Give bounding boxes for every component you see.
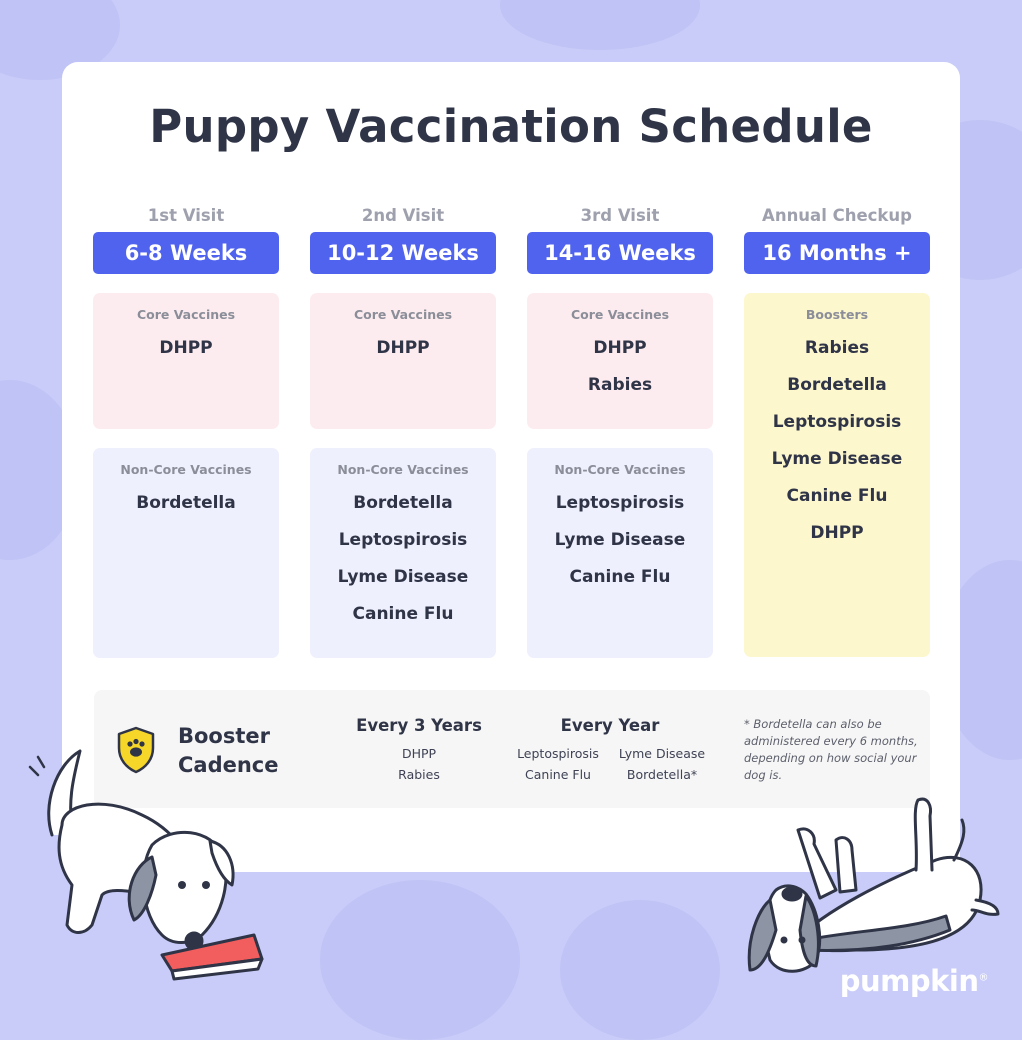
vaccine-item: Bordetella (787, 375, 887, 395)
vaccine-item: Leptospirosis (338, 530, 468, 550)
pumpkin-logo: pumpkin® (839, 964, 989, 998)
core-vaccines-label: Core Vaccines (570, 307, 670, 322)
vaccine-item: Leptospirosis (772, 412, 902, 432)
booster-cadence-panel: Booster Cadence Every 3 Years DHPP Rabie… (94, 690, 930, 808)
vaccine-item: Rabies (587, 375, 653, 395)
noncore-vaccines-box: Non-Core Vaccines Bordetella Leptospiros… (310, 448, 496, 658)
bordetella-footnote: * Bordetella can also be administered ev… (744, 717, 918, 782)
column-1st-visit: 1st Visit 6-8 Weeks Core Vaccines DHPP N… (93, 204, 279, 658)
every-3-years-item: DHPP (401, 746, 437, 761)
vaccine-item: Canine Flu (352, 604, 454, 624)
vaccine-item: DHPP (159, 338, 213, 358)
noncore-vaccines-box: Non-Core Vaccines Bordetella (93, 448, 279, 658)
visit-label: Annual Checkup (762, 206, 912, 225)
age-pill: 6-8 Weeks (93, 232, 279, 274)
core-vaccines-box: Core Vaccines DHPP (93, 293, 279, 429)
every-year-item: Bordetella* (626, 767, 698, 782)
vaccine-item: Lyme Disease (771, 449, 903, 469)
vaccine-item: Leptospirosis (555, 493, 685, 513)
core-vaccines-box: Core Vaccines DHPP (310, 293, 496, 429)
core-vaccines-box: Core Vaccines DHPP Rabies (527, 293, 713, 429)
puppy-chewing-shoe-illustration (28, 749, 264, 981)
column-2nd-visit: 2nd Visit 10-12 Weeks Core Vaccines DHPP… (310, 204, 496, 658)
vaccine-item: DHPP (376, 338, 430, 358)
vaccine-item: Bordetella (136, 493, 236, 513)
age-pill: 14-16 Weeks (527, 232, 713, 274)
every-year-item: Leptospirosis (517, 746, 599, 761)
column-annual-checkup: Annual Checkup 16 Months + Boosters Rabi… (744, 204, 930, 657)
age-pill: 10-12 Weeks (310, 232, 496, 274)
every-year-heading: Every Year (560, 716, 660, 735)
visit-label: 3rd Visit (580, 206, 660, 225)
page-title: Puppy Vaccination Schedule (149, 100, 873, 153)
visit-label: 2nd Visit (361, 206, 445, 225)
every-3-years-heading: Every 3 Years (356, 716, 482, 735)
noncore-vaccines-box: Non-Core Vaccines Leptospirosis Lyme Dis… (527, 448, 713, 658)
every-3-years-item: Rabies (398, 767, 440, 782)
every-year-item: Lyme Disease (618, 746, 706, 761)
boosters-box: Boosters Rabies Bordetella Leptospirosis… (744, 293, 930, 657)
visit-label: 1st Visit (147, 206, 225, 225)
boosters-label: Boosters (805, 307, 869, 322)
puppy-rolling-illustration (747, 797, 1000, 973)
vaccine-item: Lyme Disease (554, 530, 686, 550)
registered-mark: ® (978, 972, 989, 984)
cadence-title: Booster Cadence (178, 722, 279, 780)
cadence-title-line1: Booster (178, 724, 270, 748)
shield-paw-icon (117, 726, 155, 774)
vaccine-item: Lyme Disease (337, 567, 469, 587)
brand-name: pumpkin (839, 964, 979, 998)
core-vaccines-label: Core Vaccines (136, 307, 236, 322)
column-3rd-visit: 3rd Visit 14-16 Weeks Core Vaccines DHPP… (527, 204, 713, 658)
vaccine-item: Canine Flu (569, 567, 671, 587)
noncore-vaccines-label: Non-Core Vaccines (337, 462, 469, 477)
noncore-vaccines-label: Non-Core Vaccines (554, 462, 686, 477)
noncore-vaccines-label: Non-Core Vaccines (120, 462, 252, 477)
vaccine-item: Bordetella (353, 493, 453, 513)
age-pill: 16 Months + (744, 232, 930, 274)
every-year-item: Canine Flu (525, 767, 591, 782)
vaccine-item: Canine Flu (786, 486, 888, 506)
vaccine-item: DHPP (593, 338, 647, 358)
vaccine-item: Rabies (804, 338, 870, 358)
core-vaccines-label: Core Vaccines (353, 307, 453, 322)
vaccine-item: DHPP (810, 523, 864, 543)
cadence-title-line2: Cadence (178, 753, 279, 777)
